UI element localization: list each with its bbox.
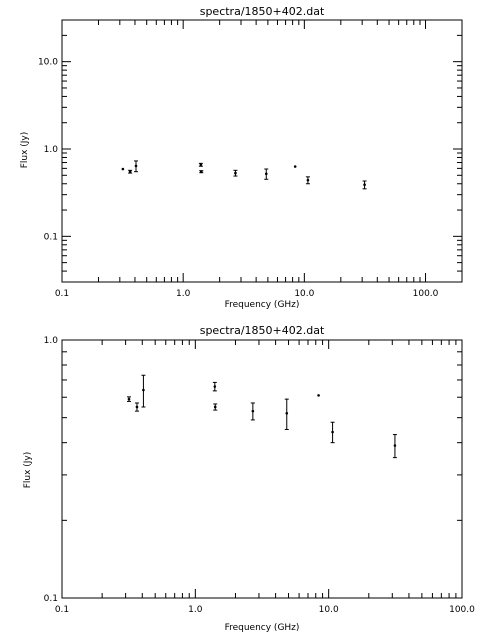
point-marker bbox=[128, 170, 132, 173]
top-plot-ticks bbox=[61, 19, 463, 283]
point-marker bbox=[251, 409, 255, 413]
top-plot-points bbox=[121, 160, 367, 190]
point-marker bbox=[213, 405, 217, 409]
data-point bbox=[362, 180, 367, 190]
point-marker bbox=[285, 411, 289, 415]
x-tick-label: 0.1 bbox=[55, 605, 69, 615]
bottom-plot-ticks bbox=[61, 339, 463, 599]
point-marker bbox=[199, 170, 203, 173]
data-point bbox=[233, 169, 238, 177]
point-marker bbox=[363, 183, 366, 187]
point-marker bbox=[127, 397, 131, 401]
data-point bbox=[212, 381, 217, 392]
top-plot-ylabel: Flux (Jy) bbox=[20, 132, 30, 169]
point-marker bbox=[142, 388, 145, 392]
x-tick-label: 1.0 bbox=[188, 605, 203, 615]
point-marker bbox=[134, 164, 138, 168]
data-point bbox=[121, 167, 125, 171]
bottom-plot-frame bbox=[61, 339, 463, 599]
x-tick-label: 10.0 bbox=[294, 289, 314, 299]
bottom-plot-title: spectra/1850+402.dat bbox=[200, 324, 325, 337]
data-point bbox=[250, 402, 255, 421]
y-tick-label: 1.0 bbox=[44, 145, 59, 155]
data-point bbox=[128, 169, 133, 174]
point-marker bbox=[135, 405, 139, 409]
bottom-plot-ylabel: Flux (Jy) bbox=[23, 452, 33, 489]
point-marker bbox=[199, 163, 203, 167]
x-tick-label: 100.0 bbox=[413, 289, 439, 299]
top-plot-frame bbox=[61, 19, 463, 283]
data-point bbox=[264, 168, 269, 180]
data-point bbox=[305, 176, 310, 185]
data-point bbox=[284, 398, 289, 430]
point-marker bbox=[393, 444, 397, 447]
point-marker bbox=[121, 167, 125, 171]
x-tick-label: 1.0 bbox=[176, 289, 191, 299]
x-tick-label: 10.0 bbox=[319, 605, 339, 615]
data-point bbox=[199, 170, 204, 174]
top-plot-title: spectra/1850+402.dat bbox=[200, 5, 325, 18]
data-point bbox=[213, 403, 218, 411]
top-plot-tick-labels: 0.1 1.0 10.0 100.0 0.1 1.0 10.0 bbox=[38, 58, 439, 299]
x-tick-label: 0.1 bbox=[55, 289, 69, 299]
data-point bbox=[392, 434, 397, 459]
point-marker bbox=[317, 394, 320, 397]
top-spectrum-plot: spectra/1850+402.dat Frequency (GHz) Flu… bbox=[20, 5, 463, 310]
data-point bbox=[293, 165, 297, 168]
y-tick-label: 0.1 bbox=[44, 594, 58, 604]
data-point bbox=[134, 402, 139, 412]
point-marker bbox=[213, 385, 217, 388]
y-tick-label: 1.0 bbox=[44, 336, 59, 346]
point-marker bbox=[264, 172, 268, 176]
bottom-plot-xlabel: Frequency (GHz) bbox=[225, 623, 300, 633]
data-point bbox=[126, 396, 131, 402]
bottom-spectrum-plot: spectra/1850+402.dat Frequency (GHz) Flu… bbox=[23, 324, 475, 633]
data-point bbox=[198, 162, 203, 167]
y-tick-label: 0.1 bbox=[44, 232, 58, 242]
x-tick-label: 100.0 bbox=[449, 605, 475, 615]
data-point bbox=[317, 394, 320, 397]
bottom-plot-points bbox=[126, 374, 397, 459]
data-point bbox=[141, 374, 146, 408]
point-marker bbox=[234, 171, 237, 175]
data-point bbox=[330, 421, 335, 444]
top-plot-xlabel: Frequency (GHz) bbox=[225, 300, 300, 310]
bottom-plot-tick-labels: 0.1 1.0 10.0 100.0 0.1 1.0 bbox=[44, 336, 475, 615]
y-tick-label: 10.0 bbox=[38, 58, 58, 68]
point-marker bbox=[331, 430, 334, 434]
point-marker bbox=[293, 165, 297, 168]
data-point bbox=[133, 160, 138, 173]
point-marker bbox=[306, 178, 310, 182]
